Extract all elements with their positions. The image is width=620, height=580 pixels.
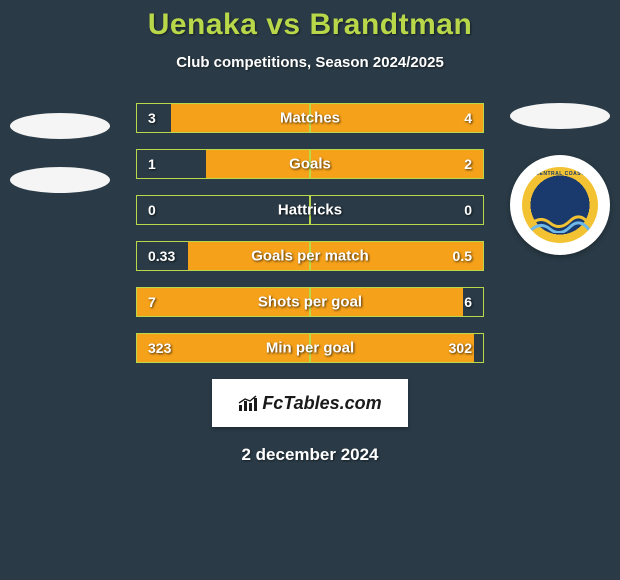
avatar-placeholder-icon (10, 167, 110, 193)
avatar-placeholder-icon (10, 113, 110, 139)
stat-value-right: 2 (464, 156, 472, 172)
branding-box: FcTables.com (212, 379, 408, 427)
stat-value-left: 1 (148, 156, 156, 172)
stat-label: Shots per goal (258, 294, 362, 311)
stat-row: 0.33 0.5 Goals per match (136, 241, 484, 271)
stat-value-right: 6 (464, 294, 472, 310)
club-badge: CENTRAL COAST (510, 155, 610, 255)
stat-row: 3 4 Matches (136, 103, 484, 133)
stat-value-right: 302 (449, 340, 472, 356)
stat-row: 0 0 Hattricks (136, 195, 484, 225)
player-right-avatar: CENTRAL COAST (510, 103, 610, 203)
stat-label: Goals per match (251, 248, 369, 265)
badge-top-text: CENTRAL COAST (522, 171, 598, 177)
stat-bars: 3 4 Matches 1 2 Goals 0 0 Hattricks 0.33 0.5 Goals … (136, 103, 484, 363)
stat-bar-right: 2 (310, 149, 484, 179)
stat-value-left: 0 (148, 202, 156, 218)
stat-label: Goals (289, 156, 331, 173)
stat-value-right: 0.5 (453, 248, 472, 264)
stat-value-left: 0.33 (148, 248, 175, 264)
avatar-placeholder-icon (510, 103, 610, 129)
chart-icon (238, 395, 258, 411)
stat-row: 323 302 Min per goal (136, 333, 484, 363)
stat-value-right: 4 (464, 110, 472, 126)
page-title: Uenaka vs Brandtman (0, 8, 620, 42)
branding-text: FcTables.com (262, 393, 381, 414)
stat-row: 1 2 Goals (136, 149, 484, 179)
stat-value-left: 3 (148, 110, 156, 126)
header: Uenaka vs Brandtman Club competitions, S… (0, 0, 620, 71)
stat-bar-left: 1 (136, 149, 310, 179)
stat-value-left: 7 (148, 294, 156, 310)
bar-fill (310, 149, 484, 179)
mariners-badge-icon: CENTRAL COAST (522, 167, 598, 243)
comparison-content: CENTRAL COAST 3 4 Matches 1 2 Goals 0 0 Hattrick… (0, 103, 620, 465)
date-label: 2 december 2024 (0, 445, 620, 465)
stat-label: Min per goal (266, 340, 354, 357)
stat-label: Matches (280, 110, 340, 127)
stat-value-left: 323 (148, 340, 171, 356)
player-left-avatar (10, 103, 110, 203)
stat-label: Hattricks (278, 202, 342, 219)
stat-row: 7 6 Shots per goal (136, 287, 484, 317)
wave-icon (530, 211, 590, 233)
stat-value-right: 0 (464, 202, 472, 218)
branding-label: FcTables.com (238, 393, 381, 414)
page-subtitle: Club competitions, Season 2024/2025 (0, 54, 620, 71)
